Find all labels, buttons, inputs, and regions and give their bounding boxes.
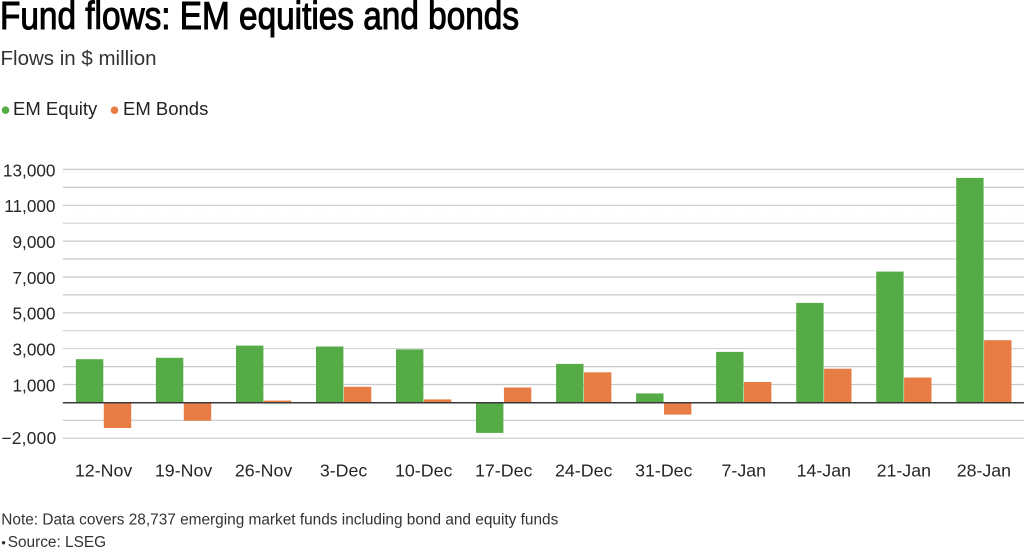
svg-text:Fund flows: EM equities and bo: Fund flows: EM equities and bonds — [0, 0, 519, 38]
svg-text:17-Dec: 17-Dec — [475, 461, 532, 481]
svg-text:1,000: 1,000 — [12, 375, 55, 395]
svg-text:26-Nov: 26-Nov — [235, 461, 292, 481]
svg-text:31-Dec: 31-Dec — [635, 461, 692, 481]
svg-text:28-Jan: 28-Jan — [957, 461, 1011, 481]
svg-text:13,000: 13,000 — [3, 160, 56, 180]
svg-text:3-Dec: 3-Dec — [320, 461, 368, 481]
svg-text:−2,000: −2,000 — [1, 428, 56, 448]
svg-text:7-Jan: 7-Jan — [722, 461, 766, 481]
svg-text:Flows in $ million: Flows in $ million — [1, 47, 157, 70]
svg-text:Note: Data covers 28,737 emerg: Note: Data covers 28,737 emerging market… — [1, 511, 558, 528]
svg-text:14-Jan: 14-Jan — [797, 461, 851, 481]
svg-text:19-Nov: 19-Nov — [155, 461, 212, 481]
svg-text:21-Jan: 21-Jan — [877, 461, 931, 481]
svg-text:7,000: 7,000 — [12, 268, 55, 288]
svg-text:10-Dec: 10-Dec — [395, 461, 452, 481]
svg-text:•Source: LSEG: • Source: LSEG — [1, 534, 106, 551]
svg-text:5,000: 5,000 — [12, 304, 55, 324]
svg-text:3,000: 3,000 — [12, 340, 55, 360]
svg-text:11,000: 11,000 — [4, 196, 55, 216]
svg-text:12-Nov: 12-Nov — [75, 461, 132, 481]
svg-text:EM Equity: EM Equity — [13, 98, 98, 119]
svg-text:9,000: 9,000 — [12, 232, 55, 252]
svg-text:EM Bonds: EM Bonds — [123, 98, 208, 119]
svg-text:24-Dec: 24-Dec — [555, 461, 612, 481]
